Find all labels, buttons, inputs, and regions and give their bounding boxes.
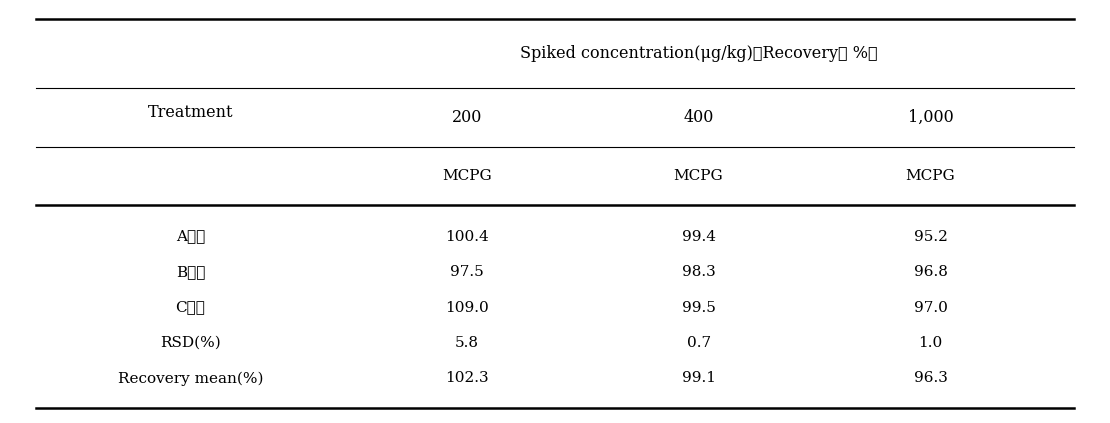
Text: 97.5: 97.5 — [450, 265, 484, 279]
Text: 99.4: 99.4 — [682, 230, 716, 244]
Text: MCPG: MCPG — [906, 169, 956, 183]
Text: 400: 400 — [684, 109, 714, 126]
Text: 96.3: 96.3 — [914, 371, 948, 385]
Text: 100.4: 100.4 — [445, 230, 488, 244]
Text: 200: 200 — [452, 109, 482, 126]
Text: 99.1: 99.1 — [682, 371, 716, 385]
Text: B기관: B기관 — [175, 265, 205, 279]
Text: 96.8: 96.8 — [914, 265, 948, 279]
Text: MCPG: MCPG — [442, 169, 492, 183]
Text: 5.8: 5.8 — [455, 336, 478, 350]
Text: 102.3: 102.3 — [445, 371, 488, 385]
Text: A기관: A기관 — [175, 230, 205, 244]
Text: 1,000: 1,000 — [908, 109, 953, 126]
Text: 95.2: 95.2 — [914, 230, 948, 244]
Text: 97.0: 97.0 — [914, 300, 948, 315]
Text: 98.3: 98.3 — [682, 265, 716, 279]
Text: C기관: C기관 — [175, 300, 205, 315]
Text: RSD(%): RSD(%) — [160, 336, 221, 350]
Text: 0.7: 0.7 — [686, 336, 710, 350]
Text: 109.0: 109.0 — [445, 300, 488, 315]
Text: Recovery mean(%): Recovery mean(%) — [118, 371, 263, 386]
Text: 1.0: 1.0 — [918, 336, 942, 350]
Text: Treatment: Treatment — [148, 104, 233, 121]
Text: 99.5: 99.5 — [682, 300, 716, 315]
Text: MCPG: MCPG — [674, 169, 724, 183]
Text: Spiked concentration(μg/kg)（Recovery， %）: Spiked concentration(μg/kg)（Recovery， %） — [519, 45, 877, 63]
